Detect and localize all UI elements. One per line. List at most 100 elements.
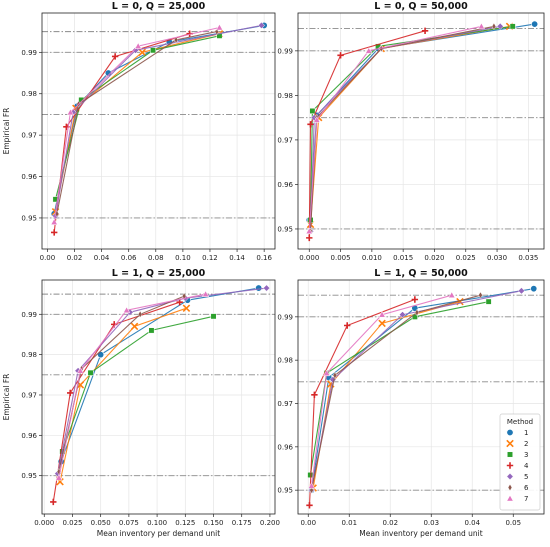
y-tick-label: 0.98 [277,357,293,365]
data-point-5 [398,311,407,319]
y-tick-label: 0.97 [277,400,293,408]
legend-marker-3 [507,451,513,458]
data-point-5 [262,284,271,292]
legend-marker-4 [506,462,514,469]
x-tick-label: 0.00 [40,254,56,262]
x-tick-label: 0.08 [148,254,164,262]
legend-title: Method [507,418,533,426]
y-tick-label: 0.99 [277,313,293,321]
y-tick-label: 0.95 [277,487,293,495]
data-point-7 [134,42,142,49]
series-line-3 [61,315,214,452]
x-tick-label: 0.03 [423,519,439,527]
legend-label: 3 [524,451,528,459]
data-point-7 [215,23,224,31]
series-line-7 [53,26,220,223]
x-tick-label: 0.025 [456,254,476,262]
x-tick-label: 0.000 [34,519,54,527]
x-tick-label: 0.14 [229,254,245,262]
x-tick-label: 0.16 [256,254,272,262]
x-tick-label: 0.04 [94,254,110,262]
data-point-1 [530,285,538,293]
y-axis-label: Empirical FR [2,374,11,421]
y-axis-label: Empirical FR [2,108,11,155]
x-tick-label: 0.035 [518,254,538,262]
legend-label: 4 [524,462,529,470]
y-tick-label: 0.97 [21,391,37,399]
x-tick-label: 0.150 [203,519,223,527]
y-tick-label: 0.98 [277,92,293,100]
data-point-7 [123,306,131,314]
data-point-2 [130,322,139,331]
data-point-6 [491,22,497,30]
series-line-7 [58,293,206,478]
series-line-2 [59,307,187,482]
data-point-7 [307,482,316,489]
data-point-7 [50,218,58,225]
data-point-3 [210,313,217,320]
y-tick-label: 0.98 [21,351,37,359]
data-point-1 [255,284,263,292]
data-point-1 [104,69,112,77]
data-point-7 [305,227,313,234]
x-tick-label: 0.000 [299,254,319,262]
data-point-3 [309,107,316,114]
plot-area [42,280,275,514]
data-point-7 [477,22,486,30]
panel-title: L = 1, Q = 50,000 [374,268,468,279]
legend-label: 7 [524,495,528,503]
data-point-7 [378,310,386,318]
data-point-4 [67,389,74,397]
legend-label: 6 [524,484,529,492]
legend-label: 5 [524,473,528,481]
data-point-6 [173,36,179,44]
legend-marker-2 [506,439,514,448]
panel-title: L = 0, Q = 50,000 [374,1,468,12]
legend-box [499,413,541,511]
y-tick-label: 0.99 [21,49,37,57]
y-tick-label: 0.98 [21,90,37,98]
series-line-7 [310,294,452,486]
x-tick-label: 0.075 [119,519,139,527]
series-line-5 [309,25,501,232]
data-point-7 [448,291,456,298]
x-tick-label: 0.175 [232,519,252,527]
y-tick-label: 0.99 [21,311,37,319]
plot-frame [297,12,545,250]
x-tick-label: 0.04 [464,519,480,527]
data-point-7 [365,47,373,54]
data-point-3 [150,47,157,54]
series-line-3 [54,35,220,200]
y-tick-label: 0.95 [277,225,293,233]
x-tick-label: 0.02 [67,254,83,262]
x-tick-label: 0.125 [175,519,195,527]
x-tick-label: 0.100 [147,519,167,527]
panel-title: L = 1, Q = 25,000 [112,268,206,279]
data-point-5 [131,46,140,54]
data-point-2 [138,48,147,57]
legend-marker-6 [507,483,513,492]
x-axis-label: Mean inventory per demand unit [97,529,221,538]
chart-panel-3: 0.000 0.025 0.050 0.075 0.100 0.125 0.150 0.175… [2,268,280,538]
data-point-3 [148,327,155,334]
data-point-5 [496,22,504,30]
y-tick-label: 0.97 [277,136,293,144]
data-point-7 [313,116,321,123]
x-tick-label: 0.12 [202,254,218,262]
data-point-2 [378,319,386,328]
y-tick-label: 0.96 [21,432,37,440]
data-point-4 [307,121,314,128]
x-tick-label: 0.050 [91,519,111,527]
x-tick-label: 0.06 [121,254,137,262]
data-point-4 [111,53,119,60]
legend-marker-7 [506,494,514,502]
data-point-3 [509,23,516,30]
series-line-4 [308,298,415,506]
data-point-4 [306,234,313,242]
x-tick-label: 0.005 [331,254,351,262]
data-point-7 [323,369,331,376]
data-point-6 [138,310,143,318]
data-point-3 [485,298,492,305]
series-line-7 [308,25,482,232]
y-tick-label: 0.96 [21,173,37,181]
